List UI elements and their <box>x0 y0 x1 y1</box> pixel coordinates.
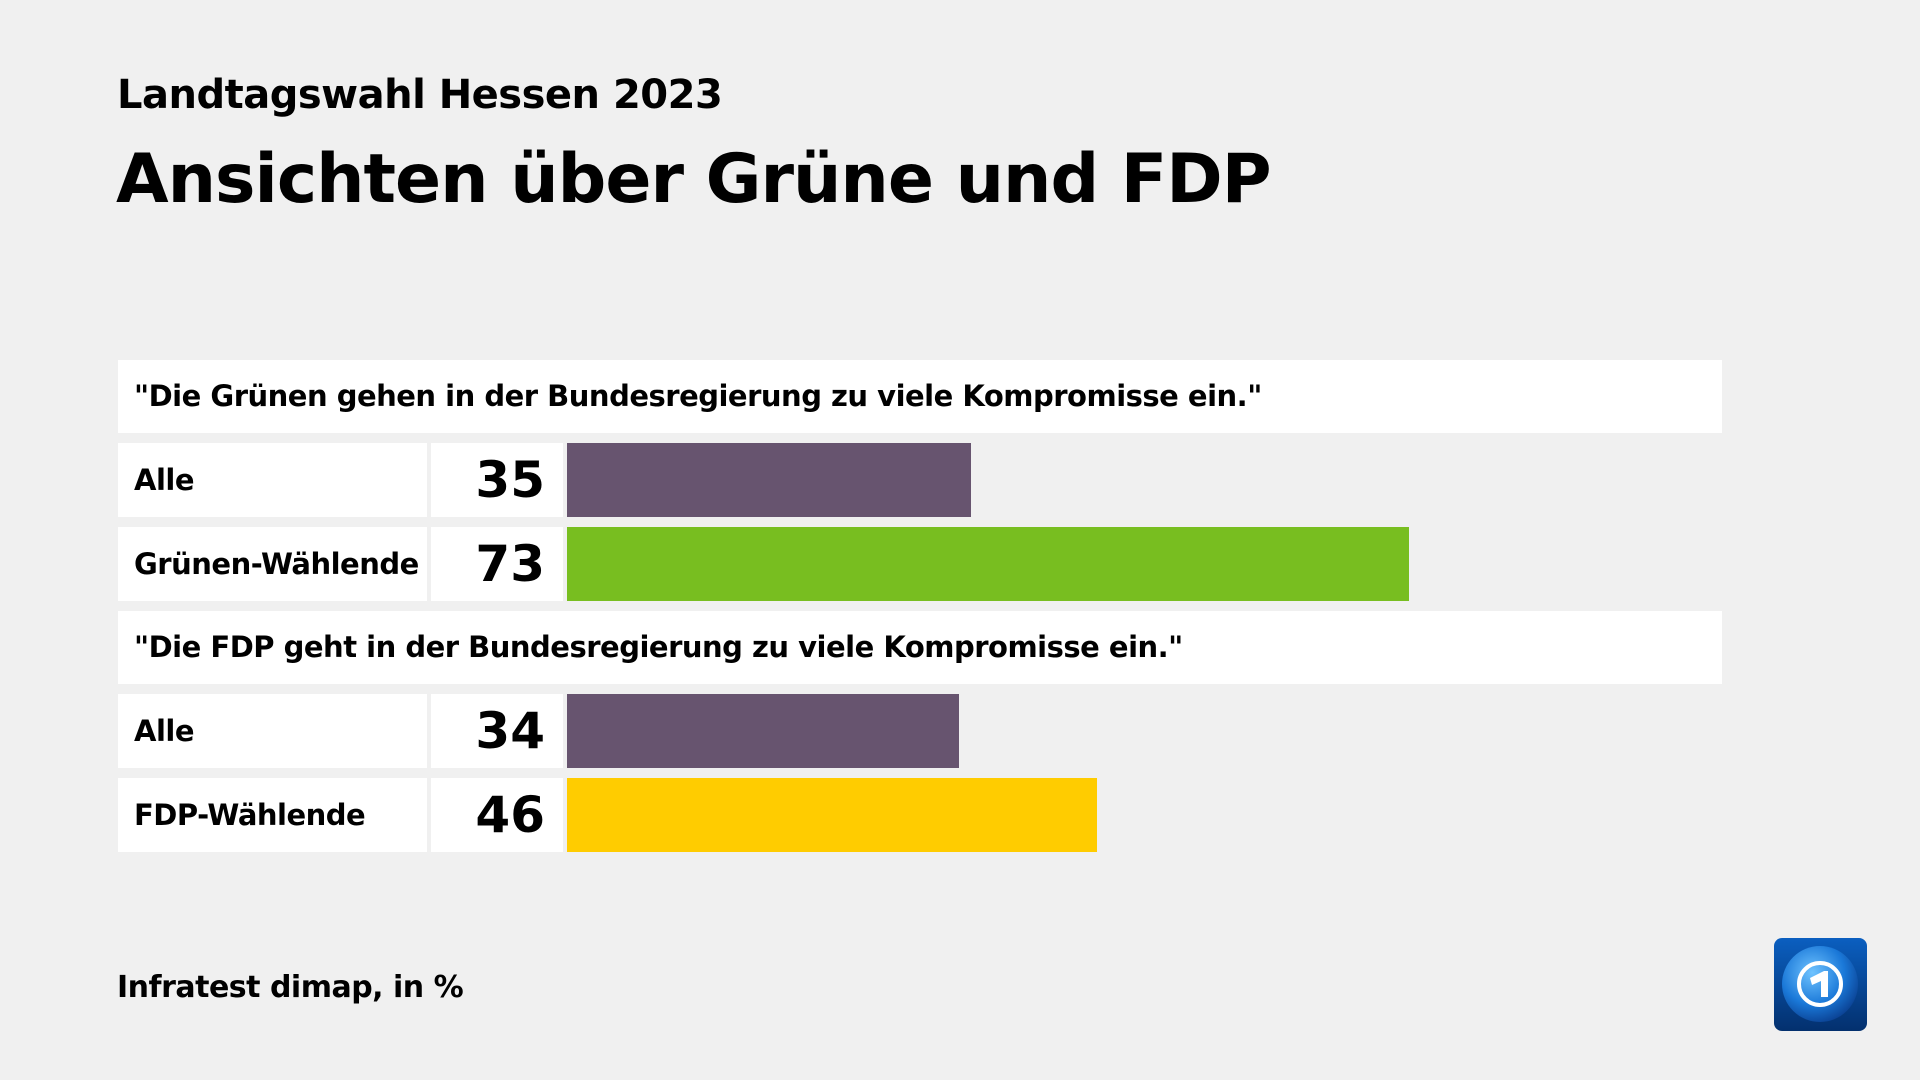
row-label: Alle <box>118 694 427 768</box>
bar <box>567 694 960 768</box>
row-label: FDP-Wählende <box>118 778 427 852</box>
data-label: 46 <box>431 778 563 852</box>
row-label: Grünen-Wählende <box>118 527 427 601</box>
source-note: Infratest dimap, in % <box>117 970 464 1005</box>
bar-row: FDP-Wählende 46 <box>118 778 1722 852</box>
bar-row: Alle 34 <box>118 694 1722 768</box>
tagesschau-logo-icon <box>1774 938 1867 1031</box>
chart-title: Ansichten über Grüne und FDP <box>116 140 1272 219</box>
bar <box>567 443 971 517</box>
row-label: Alle <box>118 443 427 517</box>
question-2: "Die FDP geht in der Bundesregierung zu … <box>118 611 1722 684</box>
bar-row: Grünen-Wählende 73 <box>118 527 1722 601</box>
question-1: "Die Grünen gehen in der Bundesregierung… <box>118 360 1722 433</box>
bar <box>567 527 1409 601</box>
bar <box>567 778 1098 852</box>
data-label: 35 <box>431 443 563 517</box>
chart-subtitle: Landtagswahl Hessen 2023 <box>117 72 723 118</box>
data-label: 73 <box>431 527 563 601</box>
bar-row: Alle 35 <box>118 443 1722 517</box>
data-label: 34 <box>431 694 563 768</box>
